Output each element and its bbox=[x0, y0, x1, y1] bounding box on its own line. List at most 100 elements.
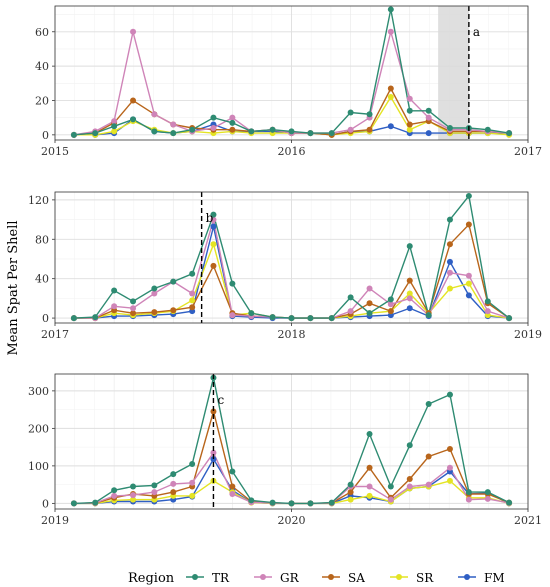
data-point-GR bbox=[111, 492, 118, 499]
data-point-GR bbox=[229, 114, 236, 121]
legend-label: TR bbox=[212, 571, 230, 585]
data-point-TR bbox=[269, 499, 276, 506]
data-point-FM bbox=[387, 123, 394, 130]
data-point-TR bbox=[70, 315, 77, 322]
data-point-TR bbox=[189, 461, 196, 467]
y-tick-label: 40 bbox=[35, 273, 49, 286]
panel-2: 0 40 80 120 2017 2018 2019 b bbox=[28, 191, 542, 341]
data-point-SA bbox=[229, 483, 236, 490]
data-point-SA bbox=[210, 408, 217, 415]
data-point-TR bbox=[328, 130, 335, 137]
data-point-SA bbox=[446, 241, 453, 248]
data-point-GR bbox=[425, 114, 432, 121]
data-point-TR bbox=[406, 442, 413, 449]
data-point-TR bbox=[229, 119, 236, 126]
chart-panels: 0 20 40 60 2015 2016 2017 a 0 40 80 120 2017 2018 2019… bbox=[28, 5, 542, 527]
data-point-GR bbox=[484, 495, 491, 502]
panel-3: 0 100 200 300 2019 2020 2021 c bbox=[28, 373, 542, 527]
data-point-FM bbox=[465, 292, 472, 299]
data-point-TR bbox=[387, 483, 394, 490]
data-point-SA bbox=[151, 309, 158, 316]
data-point-TR bbox=[189, 126, 196, 133]
data-point-GR bbox=[387, 28, 394, 35]
data-point-TR bbox=[328, 499, 335, 506]
data-point-SR bbox=[406, 290, 413, 297]
data-point-GR bbox=[151, 290, 158, 297]
y-axis-label: Mean Spat Per Shell bbox=[6, 220, 21, 355]
data-point-TR bbox=[130, 298, 137, 305]
data-point-TR bbox=[189, 270, 196, 277]
data-point-GR bbox=[465, 272, 472, 279]
data-point-TR bbox=[484, 489, 491, 496]
x-tick-label: 2021 bbox=[514, 514, 542, 527]
legend-item-TR: TR bbox=[186, 571, 230, 585]
legend-item-GR: GR bbox=[254, 571, 300, 585]
y-tick-label: 300 bbox=[28, 385, 49, 398]
legend-item-SR: SR bbox=[390, 571, 434, 585]
legend-key-point bbox=[192, 574, 198, 580]
data-point-GR bbox=[406, 295, 413, 302]
data-point-TR bbox=[366, 310, 373, 317]
data-point-TR bbox=[387, 6, 394, 13]
data-point-TR bbox=[210, 114, 217, 121]
data-point-SA bbox=[189, 304, 196, 311]
legend-key-point bbox=[260, 574, 266, 580]
data-point-SR bbox=[406, 126, 413, 133]
x-tick-label: 2019 bbox=[514, 328, 542, 341]
data-point-SA bbox=[366, 126, 373, 133]
y-tick-label: 120 bbox=[28, 194, 49, 207]
data-point-TR bbox=[111, 487, 118, 494]
data-point-GR bbox=[151, 111, 158, 118]
data-point-TR bbox=[446, 124, 453, 131]
data-point-TR bbox=[506, 315, 513, 322]
data-point-TR bbox=[170, 471, 177, 478]
legend-key-point bbox=[328, 574, 334, 580]
data-point-TR bbox=[92, 314, 99, 321]
x-tick-label: 2016 bbox=[278, 145, 306, 158]
data-point-SR bbox=[189, 492, 196, 499]
data-point-SR bbox=[366, 492, 373, 499]
data-point-TR bbox=[151, 482, 158, 489]
data-point-GR bbox=[210, 449, 217, 456]
legend-label: SR bbox=[416, 571, 434, 585]
legend-items: TR GR SA SR FM bbox=[186, 571, 505, 585]
data-point-TR bbox=[506, 130, 513, 137]
shaded-period bbox=[438, 6, 469, 140]
data-point-GR bbox=[189, 290, 196, 297]
panel-annotation: b bbox=[206, 211, 214, 225]
data-point-SR bbox=[347, 496, 354, 503]
legend: Region TR GR SA SR FM bbox=[128, 571, 505, 586]
data-point-TR bbox=[170, 130, 177, 137]
data-point-TR bbox=[151, 285, 158, 292]
data-point-TR bbox=[111, 287, 118, 294]
data-point-SR bbox=[387, 94, 394, 101]
data-point-GR bbox=[366, 285, 373, 292]
data-point-TR bbox=[406, 243, 413, 250]
data-point-FM bbox=[446, 258, 453, 265]
data-point-TR bbox=[425, 107, 432, 114]
y-tick-label: 0 bbox=[42, 129, 49, 142]
legend-label: GR bbox=[280, 571, 300, 585]
data-point-SA bbox=[210, 262, 217, 269]
data-point-TR bbox=[229, 468, 236, 475]
y-tick-label: 200 bbox=[28, 422, 49, 435]
data-point-GR bbox=[130, 305, 137, 312]
legend-item-SA: SA bbox=[322, 571, 365, 585]
data-point-TR bbox=[269, 314, 276, 321]
data-point-SA bbox=[130, 97, 137, 104]
data-point-TR bbox=[210, 211, 217, 218]
data-point-SR bbox=[446, 285, 453, 292]
panel-border bbox=[54, 191, 529, 324]
data-point-GR bbox=[366, 483, 373, 490]
x-tick-label: 2017 bbox=[41, 328, 69, 341]
data-point-SA bbox=[406, 277, 413, 284]
y-tick-label: 60 bbox=[35, 26, 49, 39]
x-tick-label: 2020 bbox=[278, 514, 306, 527]
data-point-TR bbox=[151, 128, 158, 135]
data-point-TR bbox=[70, 500, 77, 507]
data-point-GR bbox=[347, 126, 354, 133]
data-point-GR bbox=[210, 124, 217, 131]
legend-title: Region bbox=[128, 571, 175, 586]
data-point-TR bbox=[288, 315, 295, 322]
data-point-SA bbox=[446, 446, 453, 452]
